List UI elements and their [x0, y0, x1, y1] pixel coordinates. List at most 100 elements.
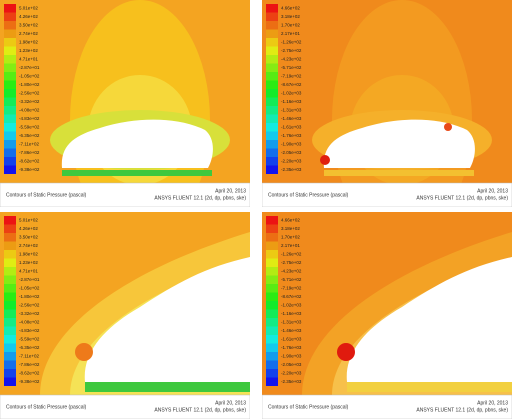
- legend-label: 2.74e+02: [19, 31, 38, 36]
- legend-swatch: [4, 216, 16, 225]
- legend-label: -6.35e+02: [19, 133, 40, 138]
- legend-swatch: [266, 293, 278, 302]
- legend-label: -7.19e+02: [281, 73, 302, 78]
- legend-label: 4.26e+02: [19, 14, 38, 19]
- legend-swatch: [4, 140, 16, 149]
- legend-swatch: [266, 72, 278, 81]
- legend-swatch: [4, 89, 16, 98]
- legend-swatch: [4, 166, 16, 175]
- legend-swatch: [266, 284, 278, 293]
- legend-label: -3.32e+02: [19, 99, 40, 104]
- legend-swatch: [4, 276, 16, 285]
- legend-swatch: [266, 30, 278, 39]
- legend-swatch: [266, 352, 278, 361]
- legend-swatch: [266, 55, 278, 64]
- legend-swatch: [266, 81, 278, 90]
- stagnation: [337, 343, 355, 361]
- legend-swatch: [266, 259, 278, 268]
- page: 5.01e+024.26e+023.50e+022.74e+021.98e+02…: [0, 0, 512, 419]
- caption: Contours of Static Pressure (pascal): [268, 404, 349, 410]
- legend-label: -8.62e+02: [19, 370, 40, 375]
- legend-swatch: [266, 38, 278, 47]
- legend-label: -8.67e+02: [281, 82, 302, 87]
- legend-swatch: [4, 72, 16, 81]
- legend-label: -1.90e+03: [281, 353, 302, 358]
- legend-label: -9.38e+02: [19, 167, 40, 172]
- software: ANSYS FLUENT 12.1 (2d, dp, pbns, ske): [416, 195, 508, 201]
- legend-label: -1.16e+03: [281, 311, 302, 316]
- legend-label: 3.18e+02: [281, 14, 300, 19]
- legend-swatch: [4, 47, 16, 56]
- legend-label: 1.23e+02: [19, 48, 38, 53]
- legend-swatch: [266, 301, 278, 310]
- legend-label: -2.75e+02: [281, 260, 302, 265]
- legend-swatch: [4, 55, 16, 64]
- caption: Contours of Static Pressure (pascal): [6, 192, 87, 198]
- legend-label: -1.80e+02: [19, 82, 40, 87]
- legend-swatch: [4, 327, 16, 336]
- legend-swatch: [266, 4, 278, 13]
- legend-label: 2.17e+01: [281, 243, 300, 248]
- legend-label: 2.74e+02: [19, 243, 38, 248]
- legend-label: -4.08e+02: [19, 107, 40, 112]
- legend-label: -1.05e+02: [19, 73, 40, 78]
- legend-label: -9.38e+02: [19, 379, 40, 384]
- legend-label: -1.31e+03: [281, 319, 302, 324]
- legend-swatch: [266, 267, 278, 276]
- legend-label: -1.61e+03: [281, 124, 302, 129]
- legend-swatch: [266, 216, 278, 225]
- legend-label: 2.17e+01: [281, 31, 300, 36]
- legend-label: 1.98e+02: [19, 251, 38, 256]
- legend-label: -5.71e+02: [281, 65, 302, 70]
- legend-swatch: [4, 157, 16, 166]
- legend-swatch: [4, 369, 16, 378]
- legend-swatch: [4, 98, 16, 107]
- legend-swatch: [266, 98, 278, 107]
- legend-swatch: [266, 344, 278, 353]
- legend-label: -1.80e+02: [19, 294, 40, 299]
- legend-swatch: [4, 233, 16, 242]
- legend-label: -4.23e+02: [281, 56, 302, 61]
- legend-label: -2.87e+01: [19, 65, 40, 70]
- ground: [347, 382, 512, 392]
- legend-swatch: [4, 38, 16, 47]
- legend-label: 4.71e+01: [19, 268, 38, 273]
- legend-swatch: [266, 369, 278, 378]
- legend-label: 4.66e+02: [281, 217, 300, 222]
- legend-label: 3.18e+02: [281, 226, 300, 231]
- legend-label: 4.71e+01: [19, 56, 38, 61]
- stagnation: [444, 123, 452, 131]
- legend-label: 5.01e+02: [19, 217, 38, 222]
- legend-label: -1.02e+03: [281, 90, 302, 95]
- legend-label: -1.46e+03: [281, 116, 302, 121]
- legend-swatch: [4, 225, 16, 234]
- legend-swatch: [266, 89, 278, 98]
- legend-swatch: [4, 106, 16, 115]
- caption: Contours of Static Pressure (pascal): [268, 192, 349, 198]
- legend-label: 4.66e+02: [281, 5, 300, 10]
- legend-swatch: [4, 318, 16, 327]
- legend-label: -2.05e+03: [281, 362, 302, 367]
- legend-label: -7.86e+02: [19, 362, 40, 367]
- legend-label: -1.26e+02: [281, 39, 302, 44]
- contour-panel: 4.66e+023.18e+021.70e+022.17e+01-1.26e+0…: [262, 0, 512, 207]
- legend-swatch: [266, 157, 278, 166]
- legend-label: -2.56e+02: [19, 302, 40, 307]
- stagnation: [320, 155, 330, 165]
- legend-swatch: [266, 115, 278, 124]
- legend-swatch: [266, 327, 278, 336]
- legend-swatch: [4, 378, 16, 387]
- ground: [62, 170, 212, 176]
- legend-swatch: [4, 4, 16, 13]
- legend-swatch: [4, 13, 16, 22]
- legend-swatch: [266, 276, 278, 285]
- legend-swatch: [266, 64, 278, 73]
- legend-label: -7.11e+02: [19, 141, 40, 146]
- legend-swatch: [266, 335, 278, 344]
- legend-swatch: [266, 310, 278, 319]
- legend-label: -8.67e+02: [281, 294, 302, 299]
- legend-swatch: [4, 123, 16, 132]
- legend-label: -1.90e+03: [281, 141, 302, 146]
- legend-label: 1.70e+02: [281, 234, 300, 239]
- legend-swatch: [266, 166, 278, 175]
